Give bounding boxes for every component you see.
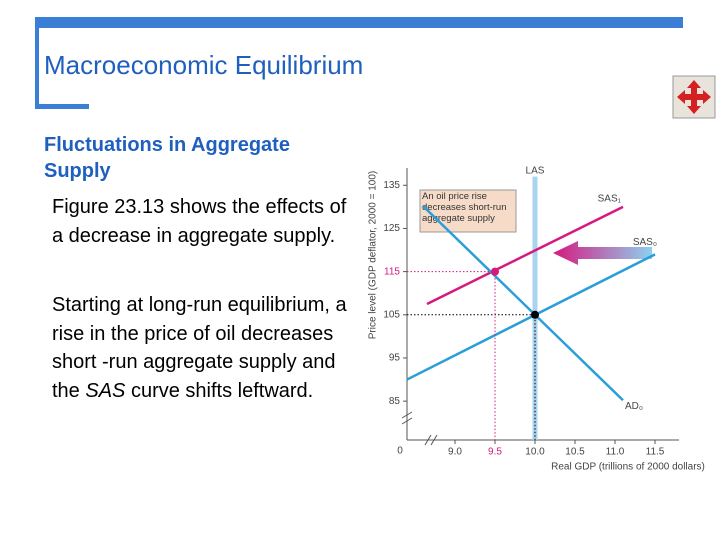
x-tick-label: 10.0 [525,447,545,458]
x-tick-label: 9.5 [488,447,502,458]
y-tick-label: 115 [384,266,400,277]
y-axis-label: Price level (GDP deflator, 2000 = 100) [368,171,379,340]
left-rule [35,17,39,108]
x-tick-label: 10.5 [565,447,585,458]
text: Figure 23.13 shows the effects of a decr… [52,196,347,247]
move-icon[interactable] [672,75,716,119]
y-tick-label: 105 [383,309,400,320]
y-tick-label: 125 [383,223,400,234]
legend-label: SAS₁ [598,193,622,204]
slide-heading: Fluctuations in Aggregate Supply [44,134,290,182]
y-tick-label: 95 [389,353,401,364]
top-rule [38,17,683,28]
legend-label: LAS [526,165,545,176]
y-tick-label: 135 [383,180,400,191]
guide-line [407,271,496,440]
series-line [422,205,624,402]
annotation-box [419,189,517,233]
text: Starting at long-run equilibrium, a rise… [52,294,347,402]
x-axis-label: Real GDP (trillions of 2000 dollars) [551,462,705,473]
bottom-rule [35,104,89,109]
legend-label: AD₀ [625,401,643,412]
text: curve shifts leftward. [125,379,314,402]
series-line [426,205,624,306]
text: SAS [85,379,126,402]
paragraph: Starting at long-run equilibrium, a rise… [52,291,352,405]
shift-arrow [553,241,652,265]
equilibrium-point [531,310,539,319]
origin-label: 0 [397,446,403,457]
x-tick-label: 11.0 [606,447,625,458]
x-tick-label: 11.5 [646,447,665,458]
series-line [406,253,656,381]
annotation: An oil price rise decreases short-run ag… [422,191,507,224]
annotation-text: An oil price rise decreases short-run ag… [422,191,507,224]
x-tick-label: 9.0 [448,447,462,458]
guide-line [407,314,536,440]
y-tick-label: 85 [389,396,401,407]
equilibrium-point [491,267,499,276]
paragraph: Figure 23.13 shows the effects of a decr… [52,193,352,250]
axis-break [401,411,438,446]
legend-label: SAS₀ [633,237,657,248]
slide-title: Macroeconomic Equilibrium [44,50,364,80]
